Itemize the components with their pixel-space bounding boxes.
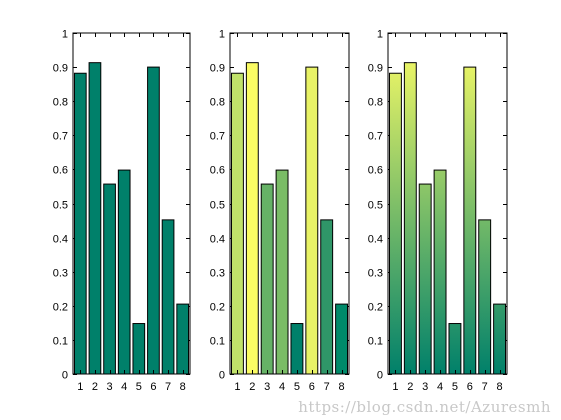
x-tick-label: 4 [279, 381, 285, 393]
y-tick-label: 0.3 [53, 268, 68, 280]
y-tick-label: 0.4 [53, 234, 68, 246]
y-tick-label: 0.4 [210, 234, 225, 246]
y-tick-label: 0.3 [210, 268, 225, 280]
x-tick-label: 1 [234, 381, 240, 393]
bar-3 [103, 183, 116, 375]
y-tick-label: 0 [62, 370, 68, 382]
bar-6 [305, 66, 319, 375]
y-tick-label: 0.6 [210, 165, 225, 177]
bar-8 [335, 303, 349, 375]
y-tick-label: 1 [219, 29, 225, 41]
y-tick-label: 0.7 [210, 131, 225, 143]
subplot-3: 00.10.20.30.40.50.60.70.80.911 2 3 4 5 6 7 8 [368, 29, 508, 393]
x-tick-label: 2 [92, 381, 98, 393]
x-tick-label: 7 [165, 381, 171, 393]
y-tick-label: 0.6 [53, 165, 68, 177]
axes-border [229, 32, 350, 375]
bar-4 [117, 169, 131, 375]
bar-5 [448, 323, 462, 375]
x-tick-label: 6 [150, 381, 156, 393]
x-tick-label: 4 [437, 381, 443, 393]
x-tick-label: 5 [452, 381, 458, 393]
bar-7 [320, 219, 334, 375]
bar-5 [290, 323, 304, 375]
bar-4 [433, 169, 447, 375]
x-tick-label: 5 [136, 381, 142, 393]
y-tick-label: 0.1 [368, 336, 383, 348]
bar-2 [88, 62, 102, 375]
y-tick-label: 0.2 [210, 302, 225, 314]
bar-7 [478, 219, 492, 375]
y-tick-label: 0.1 [210, 336, 225, 348]
y-tick-label: 0 [219, 370, 225, 382]
x-tick-label: 4 [121, 381, 127, 393]
y-tick-label: 0.8 [368, 97, 383, 109]
bar-1 [388, 72, 402, 375]
y-tick-label: 0.6 [368, 165, 383, 177]
bar-1 [230, 72, 244, 375]
y-tick-label: 0 [377, 370, 383, 382]
x-tick-label: 1 [77, 381, 83, 393]
bar-7 [161, 219, 175, 375]
bar-1 [73, 72, 87, 375]
axes-border [72, 32, 191, 375]
y-tick-label: 0.9 [368, 63, 383, 75]
bar-4 [275, 169, 289, 375]
bar-6 [463, 66, 477, 375]
subplot-2: 00.10.20.30.40.50.60.70.80.911 2 3 4 5 6 7 8 [210, 29, 350, 393]
y-tick-label: 0.5 [53, 200, 68, 212]
x-tick-label: 6 [467, 381, 473, 393]
x-tick-label: 5 [294, 381, 300, 393]
x-tick-label: 2 [407, 381, 413, 393]
y-tick-label: 0.9 [210, 63, 225, 75]
y-tick-label: 0.8 [53, 97, 68, 109]
x-tick-label: 7 [324, 381, 330, 393]
x-tick-label: 1 [392, 381, 398, 393]
x-tick-label: 6 [309, 381, 315, 393]
y-tick-label: 0.8 [210, 97, 225, 109]
y-tick-label: 0.5 [368, 200, 383, 212]
x-tick-label: 8 [339, 381, 345, 393]
x-tick-label: 3 [422, 381, 428, 393]
subplot-1: 00.10.20.30.40.50.60.70.80.911 2 3 4 5 6 7 8 [53, 29, 191, 393]
x-tick-label: 8 [180, 381, 186, 393]
y-tick-label: 0.2 [368, 302, 383, 314]
bar-2 [245, 62, 259, 375]
bar-8 [176, 303, 190, 375]
bar-3 [418, 183, 432, 375]
axes-border [387, 32, 508, 375]
x-tick-label: 8 [497, 381, 503, 393]
x-tick-label: 7 [482, 381, 488, 393]
y-tick-label: 0.1 [53, 336, 68, 348]
y-tick-label: 1 [377, 29, 383, 41]
y-tick-label: 0.7 [368, 131, 383, 143]
bar-3 [260, 183, 274, 375]
y-tick-label: 0.5 [210, 200, 225, 212]
watermark: https://blog.csdn.net/Azuresmh [298, 398, 551, 416]
y-tick-label: 0.7 [53, 131, 68, 143]
bar-2 [403, 62, 417, 375]
y-tick-label: 0.2 [53, 302, 68, 314]
bar-8 [493, 303, 507, 375]
y-tick-label: 0.4 [368, 234, 383, 246]
bar-6 [147, 66, 160, 375]
bar-5 [132, 323, 146, 375]
y-tick-label: 0.3 [368, 268, 383, 280]
x-tick-label: 3 [264, 381, 270, 393]
x-tick-label: 3 [107, 381, 113, 393]
y-tick-label: 1 [62, 29, 68, 41]
y-tick-label: 0.9 [53, 63, 68, 75]
x-tick-label: 2 [249, 381, 255, 393]
